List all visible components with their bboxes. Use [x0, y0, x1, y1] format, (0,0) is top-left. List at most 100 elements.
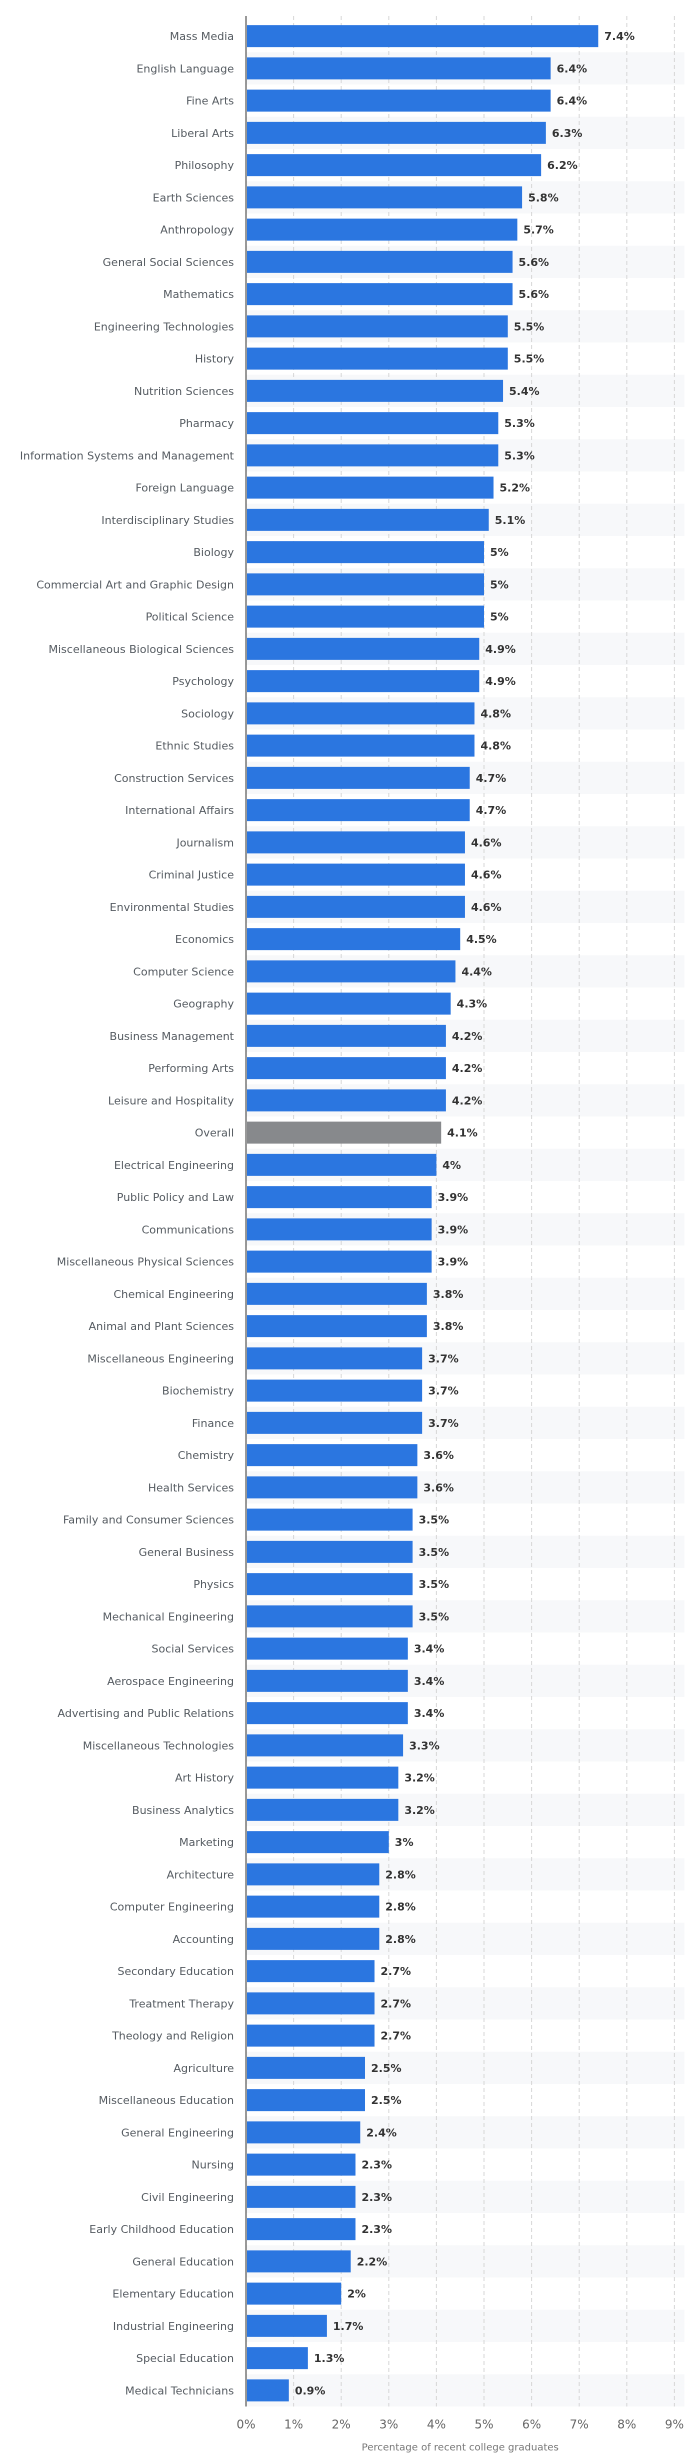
bar[interactable]	[247, 2153, 356, 2176]
x-tick-label: 9%	[665, 2418, 684, 2432]
data-label: 2.3%	[361, 2191, 392, 2204]
x-tick-label: 5%	[474, 2418, 493, 2432]
bar[interactable]	[247, 2121, 361, 2144]
data-label: 2.8%	[385, 1901, 416, 1914]
bar[interactable]	[247, 863, 465, 886]
bar[interactable]	[247, 444, 499, 467]
bar[interactable]	[247, 1121, 442, 1144]
category-label: General Social Sciences	[103, 256, 235, 269]
bar[interactable]	[247, 960, 456, 983]
data-label: 3.4%	[414, 1675, 445, 1688]
bar[interactable]	[247, 1895, 380, 1918]
bar[interactable]	[247, 1927, 380, 1950]
bar[interactable]	[247, 57, 551, 80]
data-label: 3%	[395, 1836, 414, 1849]
bar[interactable]	[247, 1637, 408, 1660]
bar[interactable]	[247, 1186, 432, 1209]
bar[interactable]	[247, 315, 508, 338]
bar[interactable]	[247, 573, 484, 596]
bar[interactable]	[247, 605, 484, 628]
bar[interactable]	[247, 1669, 408, 1692]
bar[interactable]	[247, 2056, 365, 2079]
bar[interactable]	[247, 2218, 356, 2241]
bar[interactable]	[247, 1605, 413, 1628]
bar[interactable]	[247, 1250, 432, 1273]
data-label: 5%	[490, 578, 509, 591]
bar[interactable]	[247, 992, 451, 1015]
bar[interactable]	[247, 379, 504, 402]
bar[interactable]	[247, 412, 499, 435]
bar[interactable]	[247, 250, 513, 273]
data-label: 2.7%	[381, 2030, 412, 2043]
category-label: General Business	[139, 1546, 235, 1559]
bar[interactable]	[247, 1444, 418, 1467]
bar[interactable]	[247, 1540, 413, 1563]
category-label: Health Services	[148, 1481, 234, 1494]
data-label: 4.2%	[452, 1062, 483, 1075]
bar[interactable]	[247, 508, 489, 531]
bar[interactable]	[247, 1766, 399, 1789]
category-label: Computer Science	[133, 965, 234, 978]
bar[interactable]	[247, 1831, 389, 1854]
bar[interactable]	[247, 1476, 418, 1499]
category-label: Theology and Religion	[111, 2030, 234, 2043]
bar[interactable]	[247, 1573, 413, 1596]
bar[interactable]	[247, 121, 546, 144]
bar[interactable]	[247, 670, 480, 693]
bar[interactable]	[247, 1992, 375, 2015]
data-label: 4.3%	[457, 998, 488, 1011]
bar[interactable]	[247, 154, 542, 177]
bar[interactable]	[247, 1379, 423, 1402]
bar[interactable]	[247, 1702, 408, 1725]
bar[interactable]	[247, 2282, 342, 2305]
bar[interactable]	[247, 218, 518, 241]
bar[interactable]	[247, 2379, 289, 2402]
bar[interactable]	[247, 1282, 427, 1305]
bar[interactable]	[247, 2314, 327, 2337]
bar[interactable]	[247, 1057, 446, 1080]
data-label: 1.7%	[333, 2320, 364, 2333]
bar[interactable]	[247, 1863, 380, 1886]
bar[interactable]	[247, 734, 475, 757]
bar[interactable]	[247, 2250, 351, 2273]
bar[interactable]	[247, 895, 465, 918]
bar[interactable]	[247, 2089, 365, 2112]
bar[interactable]	[247, 1734, 404, 1757]
bar[interactable]	[247, 1798, 399, 1821]
bar[interactable]	[247, 702, 475, 725]
bar[interactable]	[247, 541, 484, 564]
bar[interactable]	[247, 1508, 413, 1531]
bar[interactable]	[247, 1960, 375, 1983]
bar[interactable]	[247, 799, 470, 822]
bar[interactable]	[247, 1315, 427, 1338]
bar[interactable]	[247, 2347, 308, 2370]
bar[interactable]	[247, 2185, 356, 2208]
category-label: Biology	[193, 546, 234, 559]
bar[interactable]	[247, 637, 480, 660]
bar[interactable]	[247, 1089, 446, 1112]
data-label: 3.5%	[419, 1514, 450, 1527]
data-label: 5.6%	[519, 256, 550, 269]
category-label: Social Services	[152, 1643, 235, 1656]
bar[interactable]	[247, 928, 461, 951]
bar[interactable]	[247, 347, 508, 370]
data-label: 3.6%	[423, 1481, 454, 1494]
bar[interactable]	[247, 476, 494, 499]
bar[interactable]	[247, 2024, 375, 2047]
bar[interactable]	[247, 1024, 446, 1047]
data-label: 6.4%	[557, 62, 588, 75]
category-label: Advertising and Public Relations	[58, 1707, 235, 1720]
bar[interactable]	[247, 1347, 423, 1370]
bar[interactable]	[247, 766, 470, 789]
bar[interactable]	[247, 283, 513, 306]
bar[interactable]	[247, 1411, 423, 1434]
bar[interactable]	[247, 831, 465, 854]
category-label: Leisure and Hospitality	[108, 1094, 234, 1107]
bar[interactable]	[247, 25, 599, 48]
bar[interactable]	[247, 1218, 432, 1241]
category-label: Political Science	[146, 611, 235, 624]
category-label: Foreign Language	[135, 482, 234, 495]
bar[interactable]	[247, 186, 523, 209]
bar[interactable]	[247, 89, 551, 112]
bar[interactable]	[247, 1153, 437, 1176]
